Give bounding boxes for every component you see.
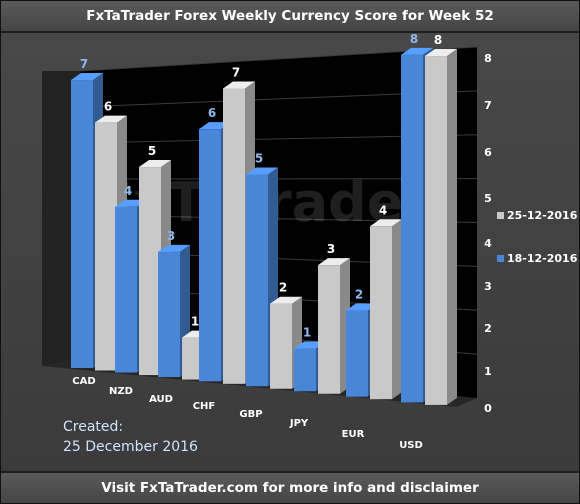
data-label: 1 [303, 326, 311, 340]
data-label: 5 [148, 144, 156, 158]
data-label: 8 [434, 33, 442, 47]
bar-front [294, 348, 316, 392]
bar-side [392, 219, 402, 400]
created-date: 25 December 2016 [63, 439, 198, 455]
bar-top [370, 219, 402, 227]
bar-top [425, 49, 457, 57]
bar-front [182, 337, 204, 380]
bar-front [425, 56, 447, 405]
created-note: Created: 25 December 2016 [63, 417, 198, 457]
bar-front [115, 206, 137, 373]
x-axis: CAD NZD AUD CHF GBP JPY EUR USD [72, 376, 423, 451]
bar-front [270, 303, 292, 389]
bar-top [318, 258, 350, 266]
bar-front [246, 174, 268, 387]
bar-top [246, 167, 278, 175]
y-axis: 0 1 2 3 4 5 6 7 8 [484, 52, 492, 415]
x-tick-label: AUD [149, 394, 173, 405]
bar [318, 258, 350, 394]
data-label: 5 [255, 151, 263, 165]
data-label: 6 [104, 100, 112, 114]
legend: 25-12-2016 18-12-2016 [497, 209, 578, 265]
x-tick-label: USD [399, 440, 423, 451]
bar [370, 219, 402, 400]
bar-top [270, 296, 302, 304]
data-label: 7 [232, 65, 240, 79]
legend-swatch [497, 255, 504, 262]
bar-front [318, 265, 340, 394]
y-tick-label: 4 [484, 237, 492, 250]
bar-front [370, 226, 392, 400]
legend-label: 18-12-2016 [507, 252, 578, 265]
x-tick-label: CAD [72, 376, 95, 387]
y-tick-label: 8 [484, 52, 492, 65]
data-label: 6 [208, 106, 216, 120]
chart-title: FxTaTrader Forex Weekly Currency Score f… [1, 1, 579, 33]
footer-banner: Visit FxTaTrader.com for more info and d… [1, 471, 579, 503]
data-label: 4 [379, 203, 387, 217]
data-label: 1 [191, 315, 199, 329]
data-label: 2 [279, 281, 287, 295]
chart-side-wall [42, 71, 80, 366]
bar [425, 49, 457, 405]
x-tick-label: NZD [109, 386, 133, 397]
bar-top [158, 244, 190, 252]
y-tick-label: 3 [484, 280, 492, 293]
y-tick-label: 1 [484, 365, 492, 378]
bar-top [139, 160, 171, 168]
data-label: 8 [410, 32, 418, 46]
bar-front [401, 54, 423, 403]
data-labels: 7 6 4 5 3 1 6 7 5 2 1 3 2 4 8 8 [80, 32, 442, 340]
data-label: 4 [124, 184, 132, 198]
created-label: Created: [63, 419, 124, 435]
bar-top [95, 115, 127, 123]
bar-top [401, 47, 433, 55]
x-tick-label: JPY [289, 418, 309, 429]
x-tick-label: CHF [193, 401, 216, 412]
bar-side [447, 49, 457, 405]
y-tick-label: 6 [484, 146, 492, 159]
bar-front [139, 167, 161, 376]
data-label: 3 [327, 242, 335, 256]
data-label: 2 [355, 288, 363, 302]
bar-front [71, 80, 93, 368]
bar-front [199, 129, 221, 382]
legend-label: 25-12-2016 [507, 209, 578, 222]
bar-front [346, 310, 368, 397]
x-tick-label: EUR [342, 429, 365, 440]
bar-front [95, 122, 117, 371]
bar-top [223, 81, 255, 89]
bar-front [158, 251, 180, 378]
y-tick-label: 2 [484, 322, 492, 335]
y-tick-label: 7 [484, 99, 492, 112]
x-tick-label: GBP [239, 409, 262, 420]
y-tick-label: 0 [484, 402, 492, 415]
bar-top [71, 73, 103, 81]
data-label: 7 [80, 57, 88, 71]
bar-front [223, 88, 245, 384]
legend-swatch [497, 212, 504, 219]
data-label: 3 [167, 229, 175, 243]
y-tick-label: 5 [484, 192, 492, 205]
bars [71, 47, 457, 405]
